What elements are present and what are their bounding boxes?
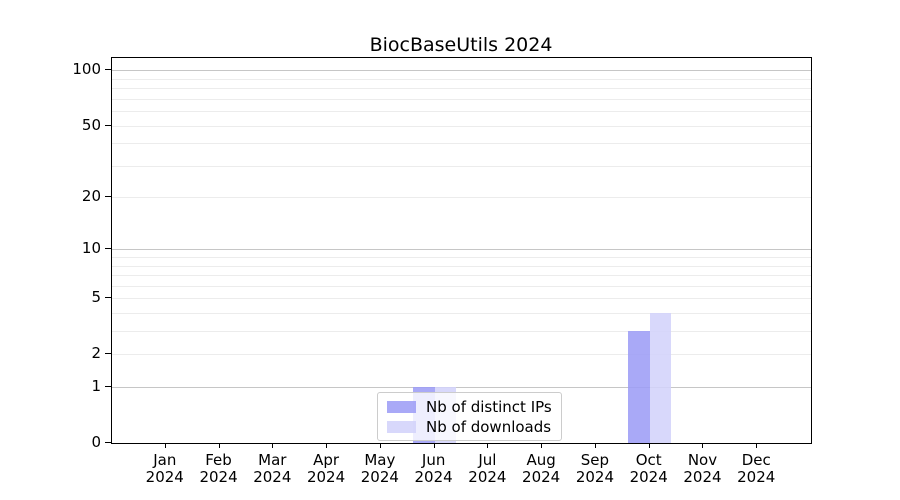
y-tick-label: 1 bbox=[91, 377, 101, 396]
gridline-minor bbox=[112, 265, 811, 267]
x-tick-label: Sep 2024 bbox=[575, 451, 615, 486]
x-tick-mark bbox=[433, 443, 435, 448]
gridline-minor bbox=[112, 143, 811, 145]
gridline-minor bbox=[112, 354, 811, 356]
gridline-minor bbox=[112, 165, 811, 167]
y-tick-mark bbox=[105, 69, 111, 71]
y-tick-label: 20 bbox=[81, 187, 101, 206]
legend-item-distinct-ips: Nb of distinct IPs bbox=[387, 397, 552, 416]
legend-label-downloads: Nb of downloads bbox=[426, 417, 552, 436]
y-tick-label: 2 bbox=[91, 344, 101, 363]
legend-item-downloads: Nb of downloads bbox=[387, 417, 552, 436]
gridline-major bbox=[112, 387, 811, 389]
x-tick-mark bbox=[487, 443, 489, 448]
bar-downloads-oct bbox=[649, 313, 672, 443]
legend-label-distinct-ips: Nb of distinct IPs bbox=[426, 397, 552, 416]
legend: Nb of distinct IPs Nb of downloads bbox=[377, 392, 562, 441]
x-tick-mark bbox=[702, 443, 704, 448]
x-tick-label: Dec 2024 bbox=[737, 451, 776, 486]
y-tick-mark bbox=[105, 124, 111, 126]
bar-distinct-ips-oct bbox=[628, 331, 650, 443]
gridline-major bbox=[112, 70, 811, 72]
legend-swatch-distinct-ips bbox=[387, 400, 416, 413]
y-tick-mark bbox=[105, 196, 111, 198]
y-tick-label: 50 bbox=[81, 115, 101, 134]
gridline-minor bbox=[112, 98, 811, 100]
x-tick-label: Jul 2024 bbox=[468, 451, 507, 486]
x-tick-label: Mar 2024 bbox=[253, 451, 292, 486]
y-tick-mark bbox=[105, 248, 111, 250]
x-tick-mark bbox=[648, 443, 650, 448]
x-tick-label: Nov 2024 bbox=[683, 451, 722, 486]
x-tick-mark bbox=[272, 443, 274, 448]
y-tick-mark bbox=[105, 297, 111, 299]
plot-area bbox=[111, 57, 812, 444]
gridline-minor bbox=[112, 275, 811, 277]
x-tick-mark bbox=[756, 443, 758, 448]
y-tick-label: 0 bbox=[91, 433, 101, 451]
y-tick-label: 5 bbox=[91, 288, 101, 307]
chart-title: BiocBaseUtils 2024 bbox=[369, 34, 553, 56]
y-tick-mark bbox=[105, 386, 111, 388]
x-tick-mark bbox=[541, 443, 543, 448]
x-tick-label: Aug 2024 bbox=[522, 451, 561, 486]
x-tick-mark bbox=[218, 443, 220, 448]
x-tick-label: Jan 2024 bbox=[145, 451, 184, 486]
y-tick-label: 100 bbox=[72, 60, 101, 79]
y-tick-mark bbox=[105, 353, 111, 355]
x-tick-label: Feb 2024 bbox=[199, 451, 238, 486]
gridline-minor bbox=[112, 313, 811, 315]
x-tick-mark bbox=[326, 443, 328, 448]
y-tick-label: 10 bbox=[81, 239, 101, 258]
x-tick-label: Jun 2024 bbox=[414, 451, 453, 486]
gridline-minor bbox=[112, 285, 811, 287]
gridline-minor bbox=[112, 88, 811, 90]
gridline-minor bbox=[112, 78, 811, 80]
x-tick-label: May 2024 bbox=[360, 451, 399, 486]
gridline-minor bbox=[112, 111, 811, 113]
x-tick-mark bbox=[164, 443, 166, 448]
gridline-minor bbox=[112, 298, 811, 300]
x-tick-label: Oct 2024 bbox=[629, 451, 668, 486]
gridline-major bbox=[112, 249, 811, 251]
x-tick-label: Apr 2024 bbox=[306, 451, 346, 486]
y-tick-mark bbox=[105, 442, 111, 443]
x-tick-mark bbox=[379, 443, 381, 448]
x-tick-mark bbox=[594, 443, 596, 448]
gridline-minor bbox=[112, 257, 811, 259]
legend-swatch-downloads bbox=[387, 420, 416, 433]
gridline-minor bbox=[112, 331, 811, 333]
gridline-minor bbox=[112, 197, 811, 199]
gridline-minor bbox=[112, 125, 811, 127]
